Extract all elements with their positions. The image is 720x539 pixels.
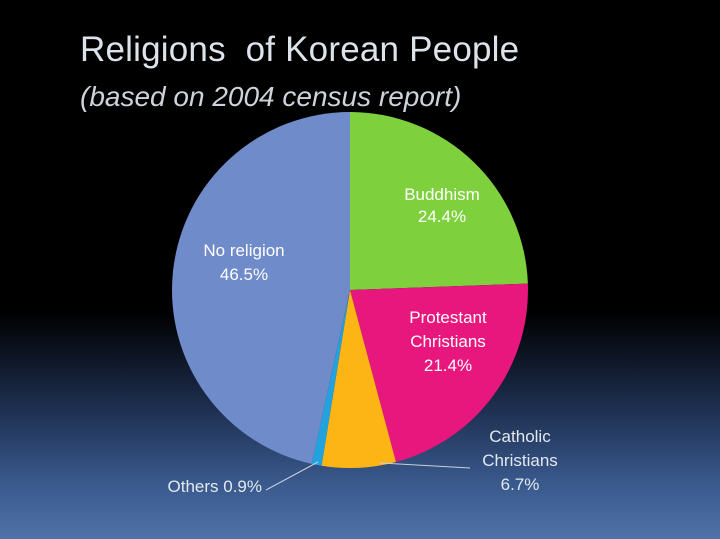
pie-labels: Buddhism 24.4% Protestant Christians 21.4% Ca… <box>168 185 558 496</box>
pie-slice-protestant-christians <box>350 283 528 462</box>
pie-label-catholic-christians: Catholic Christians 6.7% <box>482 427 558 494</box>
pie-label-protestant-christians: Protestant Christians 21.4% <box>409 308 487 375</box>
pie-slice-catholic-christians <box>321 290 396 468</box>
chart-subtitle: (based on 2004 census report) <box>80 81 462 112</box>
chart-title: Religions of Korean People <box>80 30 520 69</box>
pie-slice-buddhism <box>350 112 528 290</box>
pie-label-buddhism: Buddhism 24.4% <box>404 185 480 226</box>
pie-slice-no-religion <box>172 112 350 464</box>
leader-line-catholic-christians <box>379 462 471 469</box>
pie-label-no-religion: No religion 46.5% <box>203 241 284 284</box>
leader-line-others <box>265 461 319 491</box>
pie-slices <box>172 112 528 468</box>
pie-label-others: Others 0.9% <box>168 477 263 496</box>
leader-lines <box>265 461 471 491</box>
pie-slice-others <box>311 290 350 466</box>
